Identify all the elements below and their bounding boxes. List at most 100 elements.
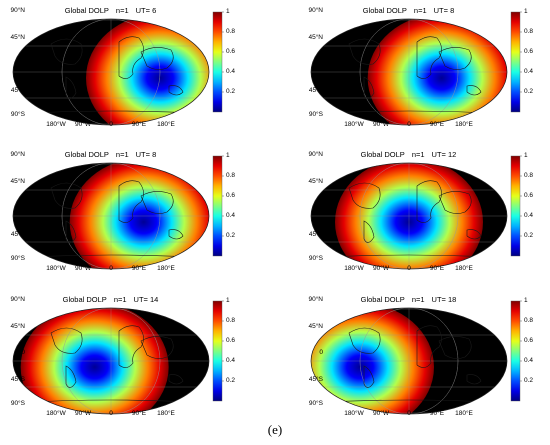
colorbar-tick-label: 1: [524, 8, 528, 15]
map-panel-6: Global DOLP n=1 UT= 18 90°N 45°N 0 45°S 90°S 180…: [306, 293, 550, 425]
colorbar-tick-label: 0.8: [226, 172, 236, 179]
colorbar-tick-label: 0.2: [226, 232, 236, 239]
dolp-map: [12, 300, 224, 415]
lat-label: 45°N: [308, 178, 323, 185]
panel-title-n: n=1: [113, 295, 127, 304]
map-panel-2: Global DOLP n=1 UT= 8 90°N 45°N 0 45°S 90°S 180°…: [306, 4, 550, 136]
lat-label: 0: [319, 204, 323, 211]
lon-label: 0: [407, 121, 411, 128]
lat-label: 90°S: [10, 255, 25, 262]
colorbar-tick-label: 0.4: [226, 212, 236, 219]
graticule: [13, 19, 209, 125]
lat-label: 45°N: [308, 323, 323, 330]
colorbar-tick-label: 0.8: [524, 28, 534, 35]
lon-label: 90°W: [373, 410, 389, 417]
colorbar: [510, 300, 521, 402]
panel-title-n: n=1: [411, 295, 425, 304]
panel-title-name: Global DOLP: [360, 150, 405, 159]
lat-label: 45°S: [10, 376, 25, 383]
lon-label: 0: [407, 410, 411, 417]
panel-title: Global DOLP n=1 UT= 8: [306, 6, 511, 15]
lat-label: 90°S: [308, 400, 323, 407]
lat-label: 0: [21, 204, 25, 211]
colorbar-tick-label: 0.2: [524, 88, 534, 95]
sunlit-region: [20, 308, 169, 414]
colorbar-tick-label: 0.2: [226, 88, 236, 95]
colorbar: [212, 300, 223, 402]
lon-label: 0: [109, 410, 113, 417]
panel-title-name: Global DOLP: [362, 6, 407, 15]
lon-label: 90°E: [131, 265, 147, 272]
panel-title: Global DOLP n=1 UT= 18: [306, 295, 511, 304]
graticule: [311, 308, 507, 414]
dolp-map: [310, 11, 522, 126]
panel-title-n: n=1: [115, 150, 129, 159]
colorbar-tick-label: 1: [226, 8, 230, 15]
colorbar-tick-label: 0.4: [226, 68, 236, 75]
colorbar-tick-label: 0.4: [524, 357, 534, 364]
lon-label: 180°W: [46, 265, 66, 272]
graticule: [13, 163, 209, 269]
lat-label: 90°N: [308, 151, 323, 158]
panel-title-ut: UT= 8: [135, 150, 157, 159]
lat-label: 0: [21, 60, 25, 67]
map-panel-3: Global DOLP n=1 UT= 8 90°N 45°N 0 45°S 90°S 180°…: [8, 148, 258, 280]
lat-label: 90°N: [10, 296, 25, 303]
lat-label: 90°S: [10, 400, 25, 407]
panel-title-ut: UT= 18: [431, 295, 457, 304]
colorbar-tick-label: 0.4: [226, 357, 236, 364]
lon-label: 180°W: [344, 121, 364, 128]
panel-title-name: Global DOLP: [64, 150, 109, 159]
panel-title: Global DOLP n=1 UT= 12: [306, 150, 511, 159]
graticule: [311, 163, 507, 269]
colorbar-tick-label: 0.4: [524, 212, 534, 219]
panel-title-ut: UT= 8: [433, 6, 455, 15]
colorbar-tick-label: 0.4: [524, 68, 534, 75]
graticule: [13, 308, 209, 414]
lat-label: 45°N: [10, 34, 25, 41]
lat-label: 90°N: [308, 296, 323, 303]
lon-label: 90°W: [75, 265, 91, 272]
colorbar: [212, 11, 223, 113]
lon-label: 90°E: [131, 121, 147, 128]
panel-title-name: Global DOLP: [360, 295, 405, 304]
colorbar-tick-label: 0.6: [524, 48, 534, 55]
lon-label: 180°E: [157, 410, 175, 417]
lon-label: 180°W: [46, 121, 66, 128]
colorbar-tick-label: 0.2: [226, 377, 236, 384]
lon-label: 90°W: [75, 121, 91, 128]
lon-label: 0: [407, 265, 411, 272]
lon-label: 180°E: [455, 410, 473, 417]
map-panel-1: Global DOLP n=1 UT= 6 90°N 45°N 0 45°S 90°S 180°…: [8, 4, 258, 136]
map-panel-5: Global DOLP n=1 UT= 14 90°N 45°N 0 45°S 90°S 180…: [8, 293, 258, 425]
lon-label: 0: [109, 265, 113, 272]
dolp-map: [12, 11, 224, 126]
colorbar: [212, 155, 223, 257]
map-panel-4: Global DOLP n=1 UT= 12 90°N 45°N 0 45°S 90°S 180…: [306, 148, 550, 280]
lat-label: 90°N: [10, 7, 25, 14]
lat-label: 90°N: [10, 151, 25, 158]
lat-label: 90°S: [308, 255, 323, 262]
panel-title-name: Global DOLP: [64, 6, 109, 15]
colorbar-tick-label: 0.8: [524, 317, 534, 324]
figure-caption: (e): [267, 422, 283, 437]
colorbar-tick-label: 0.2: [524, 232, 534, 239]
panel-title: Global DOLP n=1 UT= 6: [8, 6, 213, 15]
colorbar-tick-label: 0.6: [524, 192, 534, 199]
colorbar-tick-label: 1: [524, 152, 528, 159]
lat-label: 45°N: [10, 178, 25, 185]
dolp-map: [310, 155, 522, 270]
lat-label: 45°N: [308, 34, 323, 41]
panel-title-name: Global DOLP: [62, 295, 107, 304]
colorbar: [510, 11, 521, 113]
lat-label: 0: [319, 349, 323, 356]
lon-label: 180°W: [46, 410, 66, 417]
lat-label: 0: [319, 60, 323, 67]
lon-label: 180°W: [344, 265, 364, 272]
lon-label: 0: [109, 121, 113, 128]
colorbar-tick-label: 0.2: [524, 377, 534, 384]
lat-label: 0: [21, 349, 25, 356]
colorbar-tick-label: 1: [226, 297, 230, 304]
lon-label: 180°E: [157, 265, 175, 272]
lon-label: 90°E: [429, 410, 445, 417]
